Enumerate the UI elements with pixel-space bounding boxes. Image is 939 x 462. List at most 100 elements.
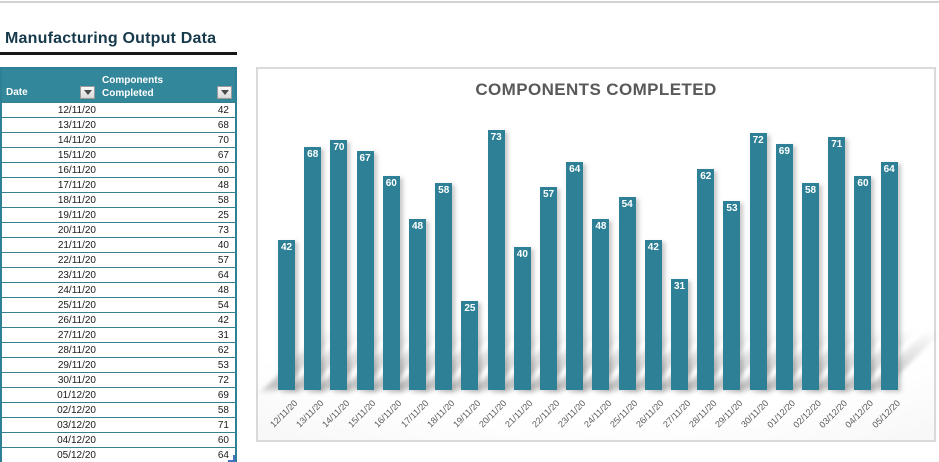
bar-column: 54 25/11/20 (603, 69, 681, 429)
chart-bar[interactable]: 69 (775, 144, 793, 390)
value-cell[interactable]: 73 (217, 224, 229, 236)
value-cell[interactable]: 71 (217, 419, 229, 431)
chart-bar[interactable]: 25 (461, 301, 479, 390)
date-cell[interactable]: 12/11/20 (57, 104, 96, 116)
date-cell[interactable]: 14/11/20 (57, 134, 96, 146)
date-cell[interactable]: 21/11/20 (57, 239, 96, 251)
value-cell[interactable]: 60 (217, 434, 229, 446)
date-cell[interactable]: 23/11/20 (57, 269, 96, 281)
bar-value-label: 54 (621, 199, 633, 210)
date-cell[interactable]: 25/11/20 (57, 299, 96, 311)
date-cell[interactable]: 15/11/20 (57, 149, 96, 161)
chart-bar[interactable]: 31 (671, 279, 689, 390)
value-cell[interactable]: 67 (217, 149, 229, 161)
chart-bar[interactable]: 60 (854, 176, 872, 390)
x-axis-tick-label: 01/12/20 (765, 398, 797, 430)
chart-bar[interactable]: 62 (697, 169, 715, 390)
table-row: 23/11/20 64 (2, 267, 235, 282)
chart-bar[interactable]: 42 (644, 240, 662, 390)
chart-bar[interactable]: 54 (618, 197, 636, 390)
chart-bar[interactable]: 48 (592, 219, 610, 390)
bar-value-label: 58 (438, 185, 450, 196)
components-completed-chart[interactable]: COMPONENTS COMPLETED 42 12/11/20 68 13/11/2… (256, 67, 939, 442)
chart-bar[interactable]: 58 (435, 183, 453, 390)
table-row: 20/11/20 73 (2, 222, 235, 237)
sheet-title-block: Manufacturing Output Data (0, 28, 237, 55)
date-cell[interactable]: 29/11/20 (57, 359, 96, 371)
date-cell[interactable]: 02/12/20 (57, 404, 96, 416)
bar-value-label: 73 (490, 132, 502, 143)
x-axis-tick-label: 25/11/20 (608, 398, 640, 430)
chart-bar[interactable]: 70 (330, 140, 348, 390)
date-cell[interactable]: 22/11/20 (57, 254, 96, 266)
x-axis-tick-label: 02/12/20 (791, 398, 824, 430)
value-cell[interactable]: 60 (217, 164, 229, 176)
bar-value-label: 57 (542, 189, 555, 200)
value-cell[interactable]: 69 (217, 389, 229, 401)
x-axis-tick-label: 27/11/20 (660, 398, 693, 430)
value-cell[interactable]: 70 (217, 134, 229, 146)
chart-bar[interactable]: 71 (828, 137, 846, 390)
chart-bar[interactable]: 40 (513, 247, 531, 390)
date-cell[interactable]: 13/11/20 (57, 119, 96, 131)
date-cell[interactable]: 04/12/20 (57, 434, 96, 446)
value-cell[interactable]: 64 (217, 449, 229, 461)
value-cell[interactable]: 48 (217, 284, 229, 296)
date-cell[interactable]: 24/11/20 (57, 284, 96, 296)
date-cell[interactable]: 03/12/20 (57, 419, 96, 431)
bar-column: 60 16/11/20 (367, 69, 445, 429)
chart-bar[interactable]: 42 (278, 240, 295, 390)
chart-bar[interactable]: 72 (749, 133, 767, 390)
value-cell[interactable]: 25 (217, 209, 229, 221)
date-cell[interactable]: 26/11/20 (57, 314, 96, 326)
value-cell[interactable]: 42 (217, 314, 229, 326)
date-cell[interactable]: 16/11/20 (57, 164, 96, 176)
sheet-title[interactable]: Manufacturing Output Data (5, 30, 217, 47)
date-cell[interactable]: 05/12/20 (57, 449, 96, 461)
table-row: 02/12/20 58 (2, 402, 235, 417)
chart-bar[interactable]: 67 (356, 151, 374, 390)
bar-column: 48 17/11/20 (394, 69, 472, 429)
value-cell[interactable]: 31 (217, 329, 229, 341)
value-cell[interactable]: 62 (217, 344, 229, 356)
value-cell[interactable]: 58 (217, 404, 229, 416)
components-filter-button[interactable] (217, 86, 232, 99)
chart-bar[interactable]: 73 (487, 130, 505, 390)
value-cell[interactable]: 58 (217, 194, 229, 206)
value-cell[interactable]: 48 (217, 179, 229, 191)
chart-bar[interactable]: 60 (382, 176, 400, 390)
bar-value-label: 64 (569, 164, 581, 175)
chart-bar[interactable]: 68 (304, 147, 322, 390)
value-cell[interactable]: 54 (217, 299, 229, 311)
x-axis-tick-label: 21/11/20 (503, 398, 535, 430)
bar-value-label: 64 (883, 164, 895, 175)
chart-bar[interactable]: 48 (409, 219, 427, 390)
date-cell[interactable]: 30/11/20 (57, 374, 96, 386)
chart-bar[interactable]: 64 (566, 162, 584, 390)
value-cell[interactable]: 68 (217, 119, 229, 131)
date-cell[interactable]: 19/11/20 (57, 209, 96, 221)
table-row: 22/11/20 57 (2, 252, 235, 267)
chart-bar[interactable]: 58 (802, 183, 820, 390)
table-row: 05/12/20 64 (2, 447, 235, 462)
table-resize-handle[interactable] (228, 455, 235, 462)
value-cell[interactable]: 40 (217, 239, 229, 251)
bar-value-label: 25 (464, 303, 476, 314)
date-cell[interactable]: 18/11/20 (57, 194, 96, 206)
value-cell[interactable]: 64 (217, 269, 229, 281)
date-cell[interactable]: 27/11/20 (57, 329, 96, 341)
chart-plot-area: 42 12/11/20 68 13/11/20 70 14/11/20 67 15/11/20… (263, 69, 939, 430)
chart-bar[interactable]: 57 (540, 187, 558, 390)
value-cell[interactable]: 53 (217, 359, 229, 371)
date-cell[interactable]: 17/11/20 (57, 179, 96, 191)
date-cell[interactable]: 20/11/20 (57, 224, 96, 236)
value-cell[interactable]: 42 (217, 104, 229, 116)
chart-bar[interactable]: 53 (723, 201, 741, 390)
chart-bar[interactable]: 64 (880, 162, 898, 390)
date-filter-button[interactable] (80, 86, 95, 99)
date-cell[interactable]: 28/11/20 (57, 344, 96, 356)
date-cell[interactable]: 01/12/20 (57, 389, 96, 401)
x-axis-tick-label: 23/11/20 (555, 398, 588, 430)
value-cell[interactable]: 72 (217, 374, 229, 386)
value-cell[interactable]: 57 (217, 254, 229, 266)
